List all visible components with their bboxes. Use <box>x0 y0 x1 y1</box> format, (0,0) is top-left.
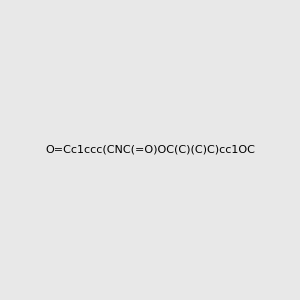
Text: O=Cc1ccc(CNC(=O)OC(C)(C)C)cc1OC: O=Cc1ccc(CNC(=O)OC(C)(C)C)cc1OC <box>45 145 255 155</box>
